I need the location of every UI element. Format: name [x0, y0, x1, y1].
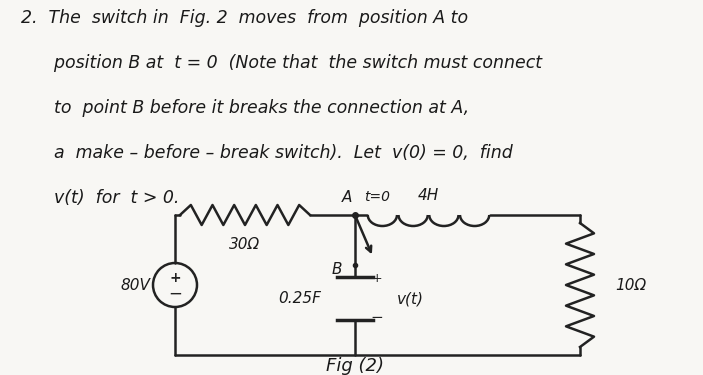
- Text: a  make – before – break switch).  Let  v(0) = 0,  find: a make – before – break switch). Let v(0…: [21, 144, 513, 162]
- Text: B: B: [332, 262, 342, 278]
- Text: +: +: [372, 273, 382, 285]
- Text: to  point B before it breaks the connection at A,: to point B before it breaks the connecti…: [21, 99, 469, 117]
- Text: 4H: 4H: [418, 188, 439, 202]
- Text: 80V: 80V: [120, 278, 150, 292]
- Text: −: −: [370, 310, 383, 326]
- Text: t=0: t=0: [364, 190, 390, 204]
- Text: position B at  t = 0  (Note that  the switch must connect: position B at t = 0 (Note that the switc…: [21, 54, 542, 72]
- Text: +: +: [169, 271, 181, 285]
- Text: 10Ω: 10Ω: [615, 278, 646, 292]
- Text: 30Ω: 30Ω: [229, 237, 261, 252]
- Text: 0.25F: 0.25F: [278, 291, 321, 306]
- Text: 2.  The  switch in  Fig. 2  moves  from  position A to: 2. The switch in Fig. 2 moves from posit…: [21, 9, 468, 27]
- Text: −: −: [168, 285, 182, 303]
- Text: v(t): v(t): [396, 291, 423, 306]
- Text: A: A: [342, 189, 352, 204]
- Text: Fig (2): Fig (2): [326, 357, 384, 375]
- Text: v(t)  for  t > 0.: v(t) for t > 0.: [21, 189, 179, 207]
